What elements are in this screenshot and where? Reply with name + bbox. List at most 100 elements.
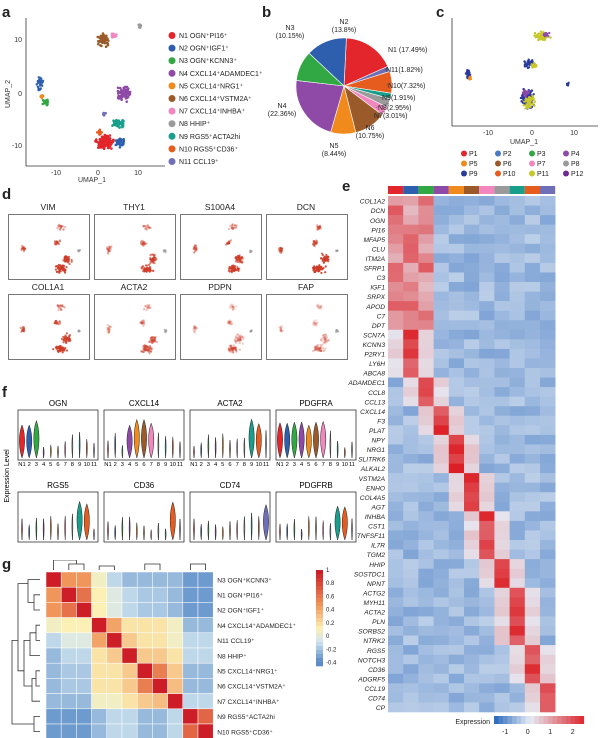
umap-point-p11 bbox=[524, 100, 527, 103]
heatmap-cell bbox=[388, 492, 404, 503]
corr-cell bbox=[182, 571, 199, 588]
umap-point-n2 bbox=[116, 140, 120, 143]
heatmap-cell bbox=[509, 358, 526, 369]
c-legend-swatch bbox=[461, 150, 467, 157]
heatmap-cell bbox=[433, 387, 450, 397]
corr-cell bbox=[121, 632, 138, 649]
heatmap-gene-label: VSTM2A bbox=[359, 476, 386, 483]
feature-point bbox=[237, 333, 240, 337]
heatmap-cell bbox=[433, 501, 450, 512]
heatmap-cell bbox=[403, 549, 419, 560]
feature-point bbox=[57, 224, 60, 227]
heatmap-cell bbox=[479, 626, 495, 636]
umap-point-n10 bbox=[98, 132, 102, 136]
feature-point bbox=[278, 250, 281, 254]
violin-shape bbox=[248, 418, 255, 459]
umap-point-p11 bbox=[530, 97, 533, 100]
heatmap-gene-label: C3 bbox=[377, 275, 386, 282]
heatmap-cell bbox=[433, 635, 450, 646]
corr-cell bbox=[121, 708, 138, 725]
heatmap-cell bbox=[403, 387, 419, 397]
heatmap-cell bbox=[388, 358, 404, 369]
feature-point bbox=[231, 305, 235, 308]
heatmap-cell bbox=[388, 415, 404, 426]
feature-point bbox=[144, 345, 147, 348]
heatmap-cell bbox=[479, 568, 495, 579]
heatmap-cell bbox=[403, 224, 419, 235]
feature-point bbox=[142, 319, 145, 322]
umap-point-p11 bbox=[532, 63, 535, 66]
feature-point bbox=[234, 349, 238, 352]
violin-xtick: 5 bbox=[49, 462, 52, 468]
heatmap-cell bbox=[479, 234, 495, 245]
heatmap-cell bbox=[509, 224, 526, 235]
heatmap-cell bbox=[388, 597, 404, 608]
heatmap-cell bbox=[494, 253, 510, 264]
feature-point bbox=[322, 258, 325, 261]
feature-point bbox=[316, 226, 319, 229]
feature-point bbox=[279, 329, 282, 332]
feature-point bbox=[195, 246, 198, 249]
violin-shape bbox=[207, 520, 210, 541]
violin-xtick: N1 bbox=[190, 462, 197, 468]
corr-cell bbox=[76, 647, 92, 664]
violin-shape bbox=[200, 442, 202, 459]
umap-point-n1 bbox=[106, 141, 110, 145]
heatmap-gene-label: ENHO bbox=[366, 485, 385, 492]
feature-point bbox=[146, 305, 149, 309]
corr-cell bbox=[106, 617, 123, 634]
feature-point bbox=[56, 240, 59, 244]
corr-cell bbox=[76, 678, 92, 694]
heatmap-cell bbox=[524, 616, 541, 627]
violin-shape bbox=[179, 518, 181, 541]
feature-point bbox=[232, 344, 235, 347]
umap-point-p9 bbox=[567, 83, 570, 86]
feature-point bbox=[61, 304, 64, 308]
feature-point bbox=[142, 268, 145, 271]
heatmap-cell bbox=[464, 301, 480, 311]
violin-shape bbox=[263, 503, 269, 541]
heatmap-cell bbox=[509, 520, 526, 531]
feature-point bbox=[238, 339, 242, 342]
feature-point bbox=[195, 248, 198, 251]
heatmap-cell bbox=[433, 234, 450, 245]
heatmap-cell bbox=[418, 492, 434, 503]
a-legend-label: N3 OGN⁺KCNN3⁺ bbox=[179, 58, 237, 65]
umap-point-n4 bbox=[121, 90, 125, 93]
corr-cell bbox=[121, 571, 138, 588]
feature-point bbox=[194, 247, 197, 250]
heatmap-cell bbox=[448, 387, 465, 397]
feature-point bbox=[323, 257, 326, 260]
feature-point bbox=[234, 265, 237, 268]
feature-point bbox=[141, 242, 145, 246]
feature-point bbox=[64, 346, 67, 350]
violin-frame bbox=[275, 491, 357, 543]
corr-cell bbox=[91, 632, 108, 649]
heatmap-cell bbox=[418, 272, 434, 283]
feature-point bbox=[315, 322, 318, 325]
heatmap-cell bbox=[448, 329, 465, 340]
feature-point bbox=[58, 224, 61, 227]
feature-point bbox=[317, 267, 321, 270]
violin-shape bbox=[258, 516, 260, 541]
expression-legend-bar bbox=[548, 716, 553, 724]
feature-point bbox=[143, 225, 147, 228]
feature-point bbox=[316, 347, 319, 350]
heatmap-cell bbox=[403, 329, 419, 340]
violin-xtick: 9 bbox=[250, 462, 253, 468]
a-legend-label: N7 CXCL14⁺INHBA⁺ bbox=[179, 109, 245, 116]
heatmap-cell bbox=[403, 530, 419, 541]
violin-xtick: 3 bbox=[293, 462, 296, 468]
umap-point-n4 bbox=[123, 85, 127, 89]
feature-point bbox=[316, 225, 319, 228]
feature-point bbox=[232, 346, 235, 349]
corr-cell bbox=[152, 693, 168, 710]
heatmap-cell bbox=[388, 234, 404, 245]
heatmap-cell bbox=[388, 387, 404, 397]
feature-point bbox=[151, 339, 154, 343]
heatmap-cell bbox=[388, 282, 404, 292]
feature-point bbox=[323, 336, 326, 339]
feature-point bbox=[54, 265, 57, 268]
feature-point bbox=[314, 345, 317, 348]
heatmap-cell bbox=[509, 272, 526, 283]
